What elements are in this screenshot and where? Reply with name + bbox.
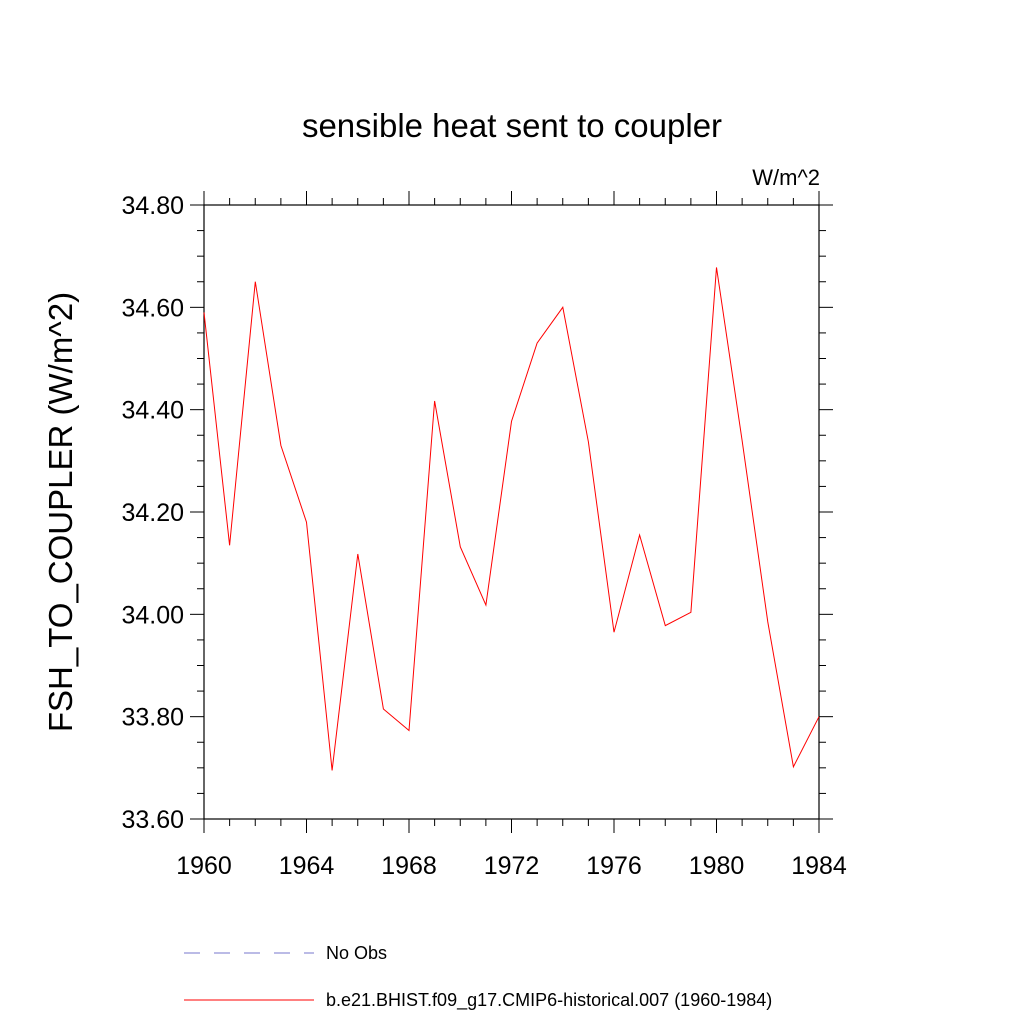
axis-ticks xyxy=(190,191,833,833)
legend-label-model: b.e21.BHIST.f09_g17.CMIP6-historical.007… xyxy=(326,990,772,1011)
y-tick-label: 33.60 xyxy=(121,806,184,834)
x-tick-label: 1984 xyxy=(791,852,847,880)
series-lines xyxy=(203,267,820,771)
plot-frame xyxy=(203,204,820,820)
y-tick-label: 34.40 xyxy=(121,397,184,425)
y-tick-label: 34.20 xyxy=(121,499,184,527)
y-axis-label: FSH_TO_COUPLER (W/m^2) xyxy=(42,292,79,732)
units-label: W/m^2 xyxy=(752,165,820,190)
x-tick-label: 1968 xyxy=(381,852,437,880)
y-tick-label: 34.00 xyxy=(121,601,184,629)
y-tick-labels: 33.60 33.80 34.00 34.20 34.40 34.60 34.80 xyxy=(121,192,184,834)
x-tick-label: 1960 xyxy=(176,852,232,880)
x-tick-label: 1980 xyxy=(689,852,745,880)
chart-title: sensible heat sent to coupler xyxy=(302,107,722,144)
x-tick-label: 1972 xyxy=(484,852,540,880)
y-tick-label: 34.80 xyxy=(121,192,184,220)
x-tick-label: 1976 xyxy=(586,852,642,880)
legend: No Obs b.e21.BHIST.f09_g17.CMIP6-histori… xyxy=(184,943,772,1011)
legend-label-no-obs: No Obs xyxy=(326,943,387,963)
y-tick-label: 33.80 xyxy=(121,704,184,732)
x-tick-label: 1964 xyxy=(279,852,335,880)
x-tick-labels: 1960 1964 1968 1972 1976 1980 1984 xyxy=(176,852,847,880)
series-line xyxy=(203,267,820,771)
y-tick-label: 34.60 xyxy=(121,294,184,322)
